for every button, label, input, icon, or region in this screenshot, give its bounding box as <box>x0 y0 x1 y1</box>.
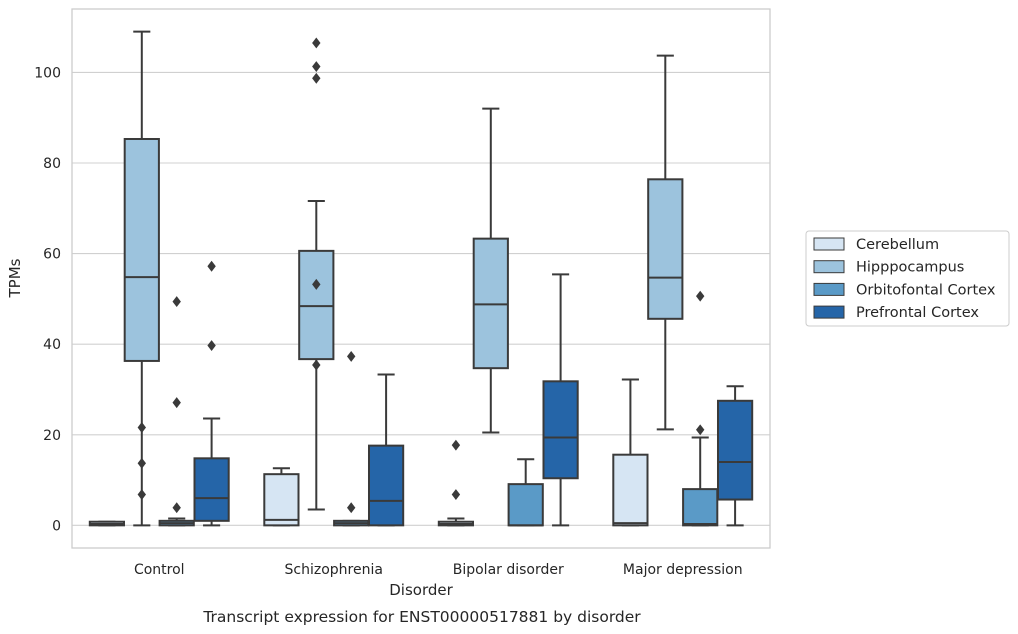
outlier-point <box>312 359 321 371</box>
legend: Cerebellum Hipppocampus Orbitofontal Corte… <box>805 230 1010 327</box>
x-tick-label: Control <box>134 562 185 578</box>
legend-label: Orbitofontal Cortex <box>856 282 996 298</box>
legend-label: Hipppocampus <box>856 260 964 276</box>
outlier-point <box>172 296 181 308</box>
outlier-point <box>312 37 321 49</box>
y-tick-label: 60 <box>43 247 61 263</box>
box-iqr <box>298 249 335 361</box>
box-hipppocampus <box>123 30 160 527</box>
x-tick-label: Schizophrenia <box>285 562 383 578</box>
box-cerebellum <box>437 439 475 527</box>
y-tick-label: 20 <box>43 428 61 444</box>
x-tick-label: Major depression <box>623 562 743 578</box>
box-iqr <box>542 380 579 480</box>
outlier-point <box>207 340 216 351</box>
y-axis-title: TPMs <box>6 258 24 298</box>
y-tick-label: 100 <box>34 65 61 81</box>
box-iqr <box>193 457 230 522</box>
box-cerebellum <box>612 378 649 527</box>
box-hipppocampus <box>647 54 684 431</box>
outlier-point <box>137 457 146 469</box>
box-prefrontal-cortex <box>716 385 754 527</box>
legend-swatch <box>813 260 845 274</box>
y-tick-label: 80 <box>43 156 61 172</box>
x-tick-label: Bipolar disorder <box>453 562 564 578</box>
box-cerebellum <box>88 520 126 527</box>
box-prefrontal-cortex <box>193 260 230 527</box>
outlier-point <box>207 260 216 272</box>
legend-label: Cerebellum <box>856 237 939 253</box>
x-axis-title: Disorder <box>389 581 453 599</box>
outlier-point <box>137 489 146 501</box>
y-tick-labels: 0 20 40 60 80 100 <box>34 65 61 534</box>
legend-swatch <box>813 305 845 319</box>
legend-frame <box>805 230 1010 327</box>
legend-label: Prefrontal Cortex <box>856 305 979 321</box>
box-prefrontal-cortex <box>542 273 579 527</box>
outlier-point <box>451 439 461 451</box>
box-cerebellum <box>263 467 300 527</box>
box-iqr <box>612 453 649 527</box>
outlier-point <box>312 72 321 84</box>
data-layer <box>88 30 754 527</box>
legend-swatch <box>813 237 845 251</box>
box-iqr <box>367 444 405 527</box>
box-hipppocampus <box>472 107 509 434</box>
box-iqr <box>263 473 300 527</box>
legend-swatch <box>813 282 845 296</box>
outlier-point <box>696 424 705 436</box>
outlier-point <box>347 350 356 362</box>
box-orbitofontal-cortex <box>507 458 544 527</box>
box-orbitofontal-cortex <box>682 290 719 527</box>
box-orbitofontal-cortex <box>158 296 195 527</box>
plot-frame <box>71 8 771 549</box>
outlier-point <box>172 502 181 514</box>
chart-caption: Transcript expression for ENST0000051788… <box>202 608 641 626</box>
box-iqr <box>507 483 544 527</box>
outlier-point <box>172 397 181 409</box>
y-tick-label: 40 <box>43 337 61 353</box>
box-iqr <box>716 399 754 501</box>
box-prefrontal-cortex <box>367 373 405 527</box>
box-hipppocampus <box>298 37 335 511</box>
box-iqr <box>647 178 684 320</box>
outlier-point <box>312 61 321 72</box>
x-tick-labels: Control Schizophrenia Bipolar disorder Majo… <box>134 562 743 578</box>
outlier-point <box>451 489 461 501</box>
outlier-point <box>696 290 705 302</box>
outlier-point <box>312 278 321 290</box>
y-tick-label: 0 <box>52 518 61 534</box>
outlier-point <box>137 422 146 433</box>
outlier-point <box>347 502 356 514</box>
box-iqr <box>123 137 160 362</box>
box-iqr <box>682 488 719 527</box>
